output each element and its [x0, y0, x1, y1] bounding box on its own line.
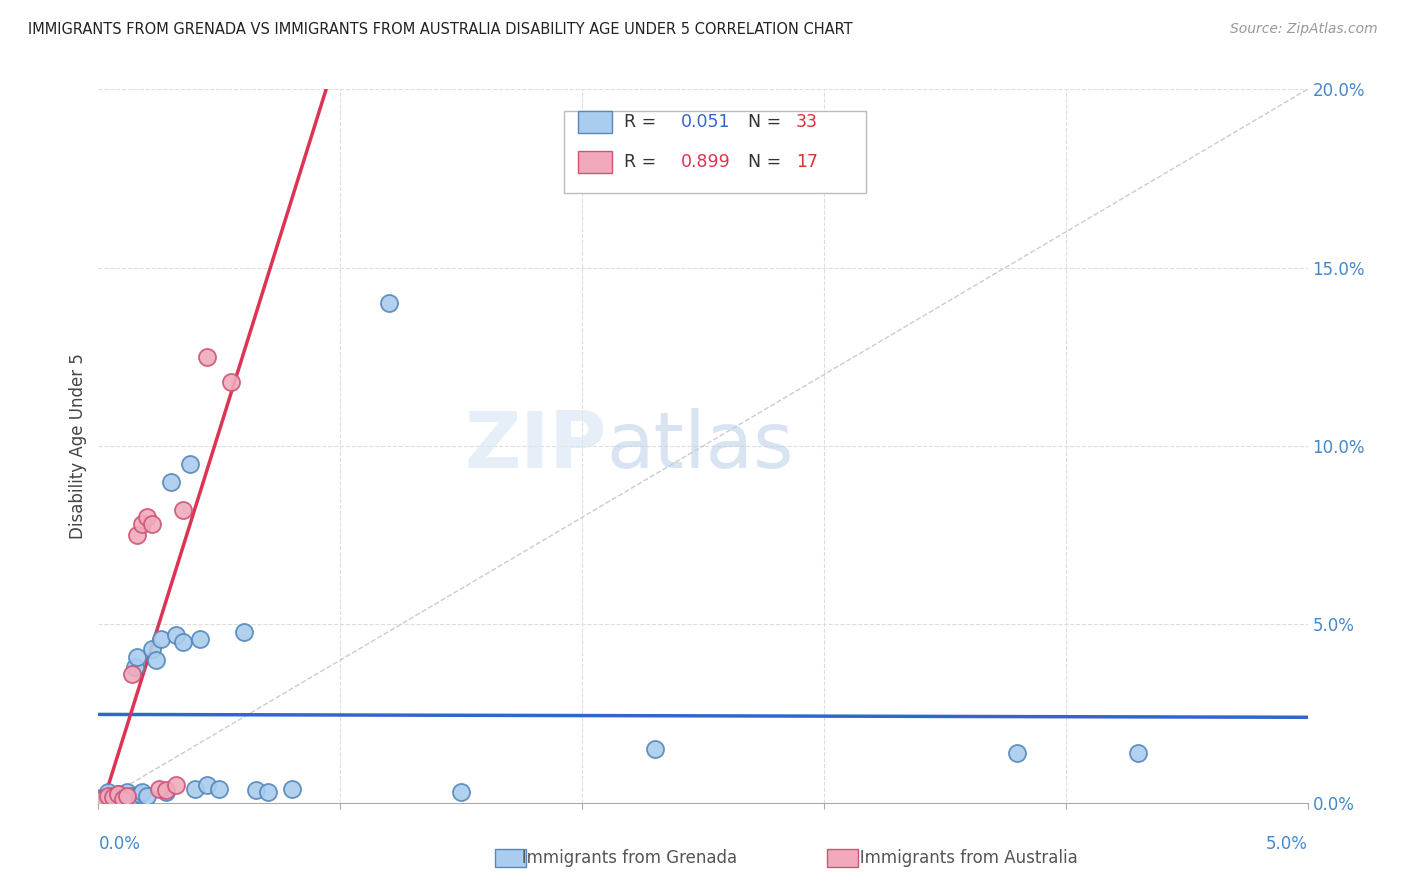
- Point: [644, 742, 666, 756]
- Point: [97, 789, 120, 803]
- Point: [145, 653, 167, 667]
- Point: [195, 778, 218, 792]
- Point: [155, 783, 177, 797]
- FancyBboxPatch shape: [827, 849, 858, 867]
- Point: [450, 785, 472, 799]
- Point: [377, 296, 399, 310]
- Text: N =: N =: [748, 153, 786, 171]
- Point: [1007, 746, 1029, 760]
- Point: [127, 528, 149, 542]
- Text: R =: R =: [624, 113, 662, 131]
- Point: [128, 787, 150, 801]
- Point: [131, 785, 153, 799]
- Text: atlas: atlas: [606, 408, 794, 484]
- Point: [135, 789, 157, 803]
- Point: [172, 503, 194, 517]
- Point: [150, 632, 173, 646]
- Point: [91, 792, 114, 806]
- Point: [281, 781, 304, 796]
- Point: [155, 785, 177, 799]
- Point: [117, 789, 139, 803]
- Point: [179, 457, 201, 471]
- Text: IMMIGRANTS FROM GRENADA VS IMMIGRANTS FROM AUSTRALIA DISABILITY AGE UNDER 5 CORR: IMMIGRANTS FROM GRENADA VS IMMIGRANTS FR…: [28, 22, 853, 37]
- Point: [117, 785, 139, 799]
- FancyBboxPatch shape: [578, 111, 613, 134]
- Point: [97, 785, 120, 799]
- Point: [165, 628, 187, 642]
- Point: [91, 790, 114, 805]
- Point: [101, 789, 124, 803]
- Point: [141, 642, 163, 657]
- Text: N =: N =: [748, 113, 786, 131]
- Point: [232, 624, 254, 639]
- Text: Immigrants from Australia: Immigrants from Australia: [844, 849, 1077, 867]
- Text: 17: 17: [796, 153, 818, 171]
- Point: [111, 792, 134, 806]
- Point: [121, 789, 143, 803]
- Point: [148, 781, 170, 796]
- Point: [160, 475, 183, 489]
- Point: [184, 781, 207, 796]
- Point: [256, 785, 278, 799]
- Point: [245, 783, 267, 797]
- Point: [165, 778, 187, 792]
- Text: 5.0%: 5.0%: [1265, 835, 1308, 853]
- Text: Source: ZipAtlas.com: Source: ZipAtlas.com: [1230, 22, 1378, 37]
- Point: [1128, 746, 1150, 760]
- Point: [135, 510, 157, 524]
- Point: [208, 781, 231, 796]
- Point: [124, 660, 146, 674]
- Point: [172, 635, 194, 649]
- Point: [101, 790, 124, 805]
- Text: 0.899: 0.899: [682, 153, 731, 171]
- Text: R =: R =: [624, 153, 662, 171]
- FancyBboxPatch shape: [578, 151, 613, 173]
- Point: [127, 649, 149, 664]
- Point: [195, 350, 218, 364]
- Point: [107, 787, 129, 801]
- Text: 0.0%: 0.0%: [98, 835, 141, 853]
- Point: [121, 667, 143, 681]
- Text: 33: 33: [796, 113, 818, 131]
- Y-axis label: Disability Age Under 5: Disability Age Under 5: [69, 353, 87, 539]
- Text: Immigrants from Grenada: Immigrants from Grenada: [506, 849, 737, 867]
- Point: [107, 787, 129, 801]
- Text: ZIP: ZIP: [464, 408, 606, 484]
- FancyBboxPatch shape: [495, 849, 526, 867]
- Text: 0.051: 0.051: [682, 113, 731, 131]
- Point: [131, 517, 153, 532]
- Point: [111, 792, 134, 806]
- Point: [188, 632, 211, 646]
- Point: [141, 517, 163, 532]
- Point: [221, 375, 243, 389]
- FancyBboxPatch shape: [564, 111, 866, 193]
